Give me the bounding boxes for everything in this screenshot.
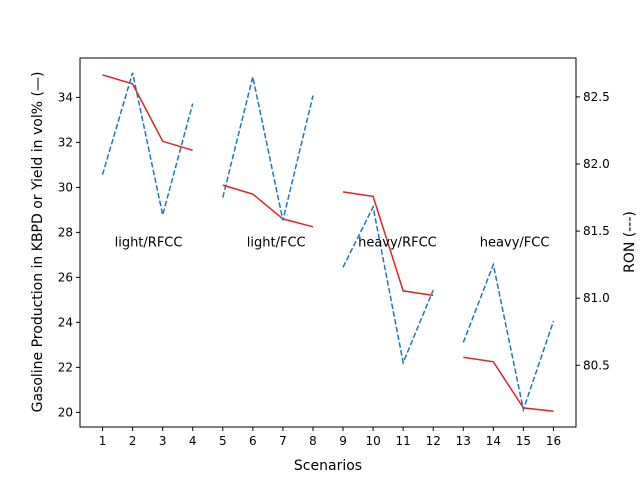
x-tick-label: 3 [159,434,167,448]
x-tick-label: 8 [309,434,317,448]
x-tick-label: 2 [129,434,137,448]
right-y-tick-label: 80.5 [583,358,610,372]
plot-frame [79,57,577,428]
production-line-group-3 [342,191,434,297]
left-y-axis-title: Gasoline Production in KBPD or Yield in … [30,72,46,413]
x-tick-label: 5 [219,434,227,448]
production-line-group-2 [222,184,314,228]
right-y-tick-label: 81.0 [583,291,610,305]
production-line-group-1 [102,74,193,152]
x-tick-label: 10 [365,434,380,448]
x-tick-label: 15 [516,434,531,448]
group-label: heavy/RFCC [358,235,437,250]
left-y-tick-label: 22 [58,360,73,374]
x-tick-label: 14 [486,434,501,448]
left-y-tick-label: 28 [58,225,73,239]
ron-line-group-3 [342,204,434,366]
left-y-tick-label: 30 [58,180,73,194]
group-label: heavy/FCC [480,235,550,250]
x-tick-label: 6 [249,434,257,448]
right-y-axis-title: RON (---) [622,211,638,273]
plot-lines [101,72,555,413]
left-y-tick-label: 34 [58,90,73,104]
x-tick-label: 1 [99,434,107,448]
annotations: light/RFCC light/FCC heavy/RFCC heavy/FCC [115,235,550,250]
x-tick-label: 7 [279,434,287,448]
left-y-tick-label: 32 [58,135,73,149]
ron-line-group-2 [222,76,314,221]
x-tick-label: 11 [396,434,411,448]
x-tick-label: 4 [189,434,197,448]
ron-line-group-1 [101,72,194,216]
x-tick-label: 9 [339,434,347,448]
group-label: light/FCC [247,235,306,250]
ron-line-group-4 [462,261,555,413]
production-line-group-4 [463,356,554,413]
x-tick-label: 13 [456,434,471,448]
x-tick-label: 16 [546,434,561,448]
x-tick-label: 12 [426,434,441,448]
right-y-tick-label: 82.0 [583,157,610,171]
right-y-tick-label: 82.5 [583,90,610,104]
left-y-tick-label: 26 [58,270,73,284]
ticks: 1 2 3 4 5 6 7 8 9 10 11 12 13 14 15 1620222426283032348… [58,90,610,448]
right-y-tick-label: 81.5 [583,224,610,238]
left-y-tick-label: 20 [58,405,73,419]
left-y-tick-label: 24 [58,315,73,329]
group-label: light/RFCC [115,235,183,250]
x-axis-title: Scenarios [294,458,362,474]
